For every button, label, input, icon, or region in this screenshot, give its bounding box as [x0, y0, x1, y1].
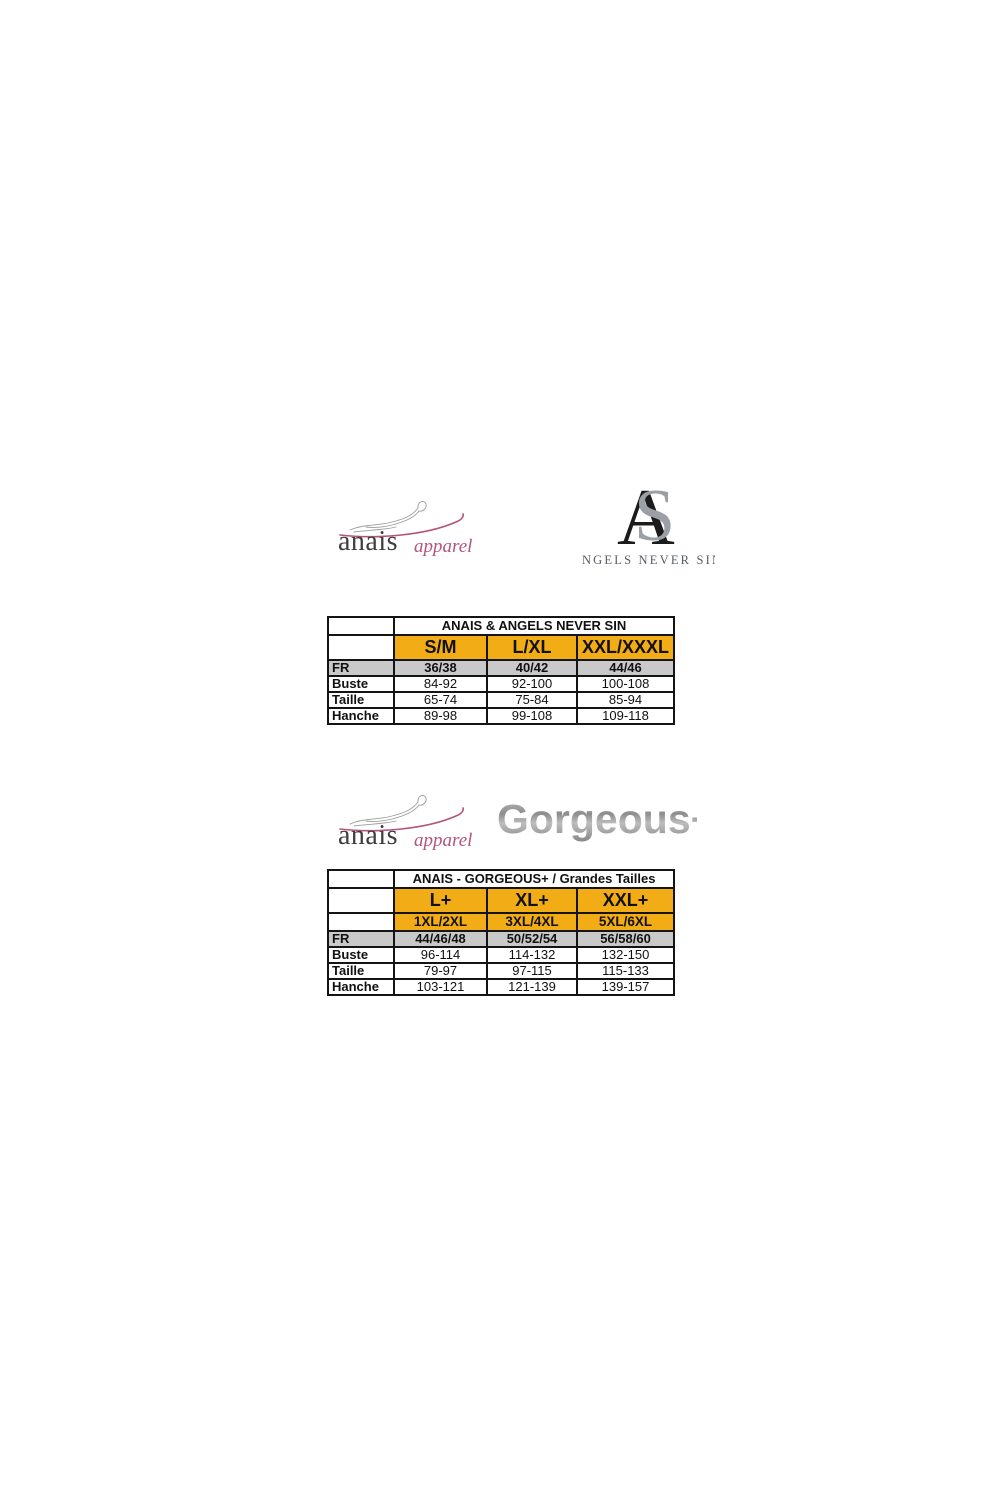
- size-cell: XXL+: [575, 887, 676, 914]
- monogram-s: S: [634, 482, 675, 557]
- fr-cell: 56/58/60: [575, 930, 676, 948]
- size-header-row-secondary: 1XL/2XL 3XL/4XL 5XL/6XL: [327, 912, 676, 932]
- measure-cell: 121-139: [486, 978, 578, 996]
- measure-cell: 103-121: [393, 978, 488, 996]
- reclining-figure-icon: [349, 501, 427, 533]
- row-label: Buste: [327, 946, 395, 964]
- fr-size-row: FR 44/46/48 50/52/54 56/58/60: [327, 930, 676, 948]
- measure-cell: 115-133: [575, 962, 676, 980]
- table-title-row: ANAIS & ANGELS NEVER SIN: [327, 616, 676, 636]
- anais-logo-graphic: anais apparel: [338, 501, 472, 557]
- size-cell: 1XL/2XL: [393, 912, 488, 932]
- pink-swoosh: [339, 807, 464, 832]
- measure-row-taille: Taille 65-74 75-84 85-94: [327, 691, 676, 709]
- reclining-figure-icon: [349, 795, 427, 827]
- anais-apparel-script: apparel: [414, 830, 472, 851]
- size-table-gorgeous-plus: ANAIS - GORGEOUS+ / Grandes Tailles L+ X…: [327, 869, 676, 996]
- anais-wordmark: anais: [338, 820, 398, 851]
- fr-cell: 40/42: [486, 659, 578, 677]
- empty-cell: [327, 912, 395, 932]
- size-cell: S/M: [393, 634, 488, 661]
- size-cell: L/XL: [486, 634, 578, 661]
- measure-cell: 100-108: [575, 675, 676, 693]
- size-cell: 5XL/6XL: [575, 912, 676, 932]
- measure-cell: 85-94: [575, 691, 676, 709]
- anais-apparel-logo: anais apparel: [334, 788, 474, 854]
- fr-size-row: FR 36/38 40/42 44/46: [327, 659, 676, 677]
- measure-row-buste: Buste 84-92 92-100 100-108: [327, 675, 676, 693]
- measure-cell: 96-114: [393, 946, 488, 964]
- table-title: ANAIS & ANGELS NEVER SIN: [392, 616, 676, 636]
- measure-row-buste: Buste 96-114 114-132 132-150: [327, 946, 676, 964]
- size-header-row-primary: L+ XL+ XXL+: [327, 887, 676, 914]
- fr-cell: 44/46/48: [393, 930, 488, 948]
- row-label: Buste: [327, 675, 395, 693]
- size-header-row: S/M L/XL XXL/XXXL: [327, 634, 676, 661]
- measure-cell: 114-132: [486, 946, 578, 964]
- fr-cell: 36/38: [393, 659, 488, 677]
- fr-cell: 50/52/54: [486, 930, 578, 948]
- measure-cell: 79-97: [393, 962, 488, 980]
- measure-cell: 92-100: [486, 675, 578, 693]
- size-cell: XL+: [486, 887, 578, 914]
- size-table-anais-angels: ANAIS & ANGELS NEVER SIN S/M L/XL XXL/XX…: [327, 616, 676, 725]
- measure-cell: 99-108: [486, 707, 578, 725]
- size-cell: 3XL/4XL: [486, 912, 578, 932]
- measure-row-hanche: Hanche 103-121 121-139 139-157: [327, 978, 676, 996]
- measure-row-taille: Taille 79-97 97-115 115-133: [327, 962, 676, 980]
- empty-corner-cell: [327, 616, 395, 636]
- measure-cell: 109-118: [575, 707, 676, 725]
- row-label: FR: [327, 930, 395, 948]
- measure-cell: 65-74: [393, 691, 488, 709]
- gorgeous-plus-wordmark: Gorgeous+: [497, 793, 715, 845]
- anais-apparel-logo: anais apparel: [334, 494, 474, 560]
- row-label: FR: [327, 659, 395, 677]
- table-title: ANAIS - GORGEOUS+ / Grandes Tailles: [392, 869, 676, 889]
- angels-caption: ANGELS NEVER SIN: [581, 553, 715, 567]
- angels-never-sin-logo: A S ANGELS NEVER SIN: [571, 474, 721, 570]
- row-label: Hanche: [327, 978, 395, 996]
- anais-apparel-script: apparel: [414, 536, 472, 557]
- table-title-row: ANAIS - GORGEOUS+ / Grandes Tailles: [327, 869, 676, 889]
- measure-cell: 84-92: [393, 675, 488, 693]
- empty-corner-cell: [327, 869, 395, 889]
- measure-row-hanche: Hanche 89-98 99-108 109-118: [327, 707, 676, 725]
- measure-cell: 139-157: [575, 978, 676, 996]
- measure-cell: 89-98: [393, 707, 488, 725]
- measure-cell: 97-115: [486, 962, 578, 980]
- empty-cell: [327, 634, 395, 661]
- anais-logo-graphic: anais apparel: [338, 795, 472, 851]
- anais-wordmark: anais: [338, 526, 398, 557]
- size-cell: L+: [393, 887, 488, 914]
- pink-swoosh: [339, 513, 464, 538]
- empty-cell: [327, 887, 395, 914]
- row-label: Taille: [327, 691, 395, 709]
- monogram-a: A: [617, 482, 675, 562]
- angels-logo-graphic: A S ANGELS NEVER SIN: [571, 474, 721, 567]
- measure-cell: 132-150: [575, 946, 676, 964]
- row-label: Hanche: [327, 707, 395, 725]
- fr-cell: 44/46: [575, 659, 676, 677]
- size-cell: XXL/XXXL: [575, 634, 676, 661]
- row-label: Taille: [327, 962, 395, 980]
- measure-cell: 75-84: [486, 691, 578, 709]
